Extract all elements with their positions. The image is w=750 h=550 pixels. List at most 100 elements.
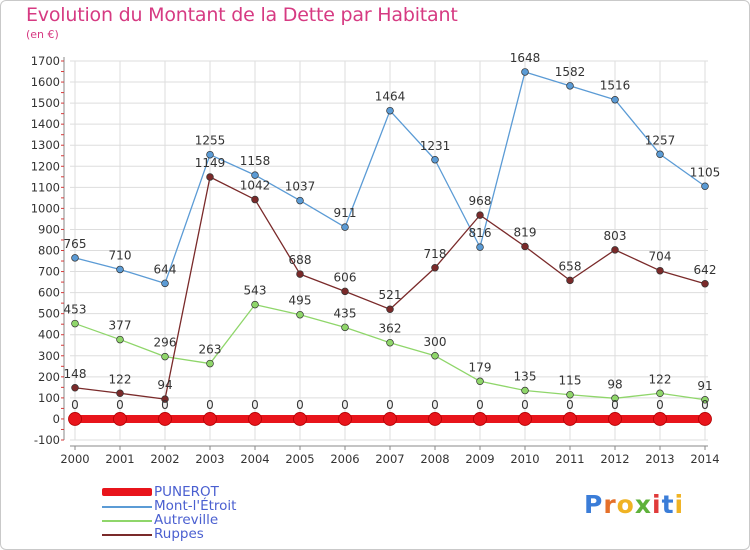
y-tick-label: 200 [38,370,60,384]
data-point-ruppes [296,270,304,278]
y-tick-label: 600 [38,286,60,300]
data-label-ruppes: 642 [694,263,717,277]
data-label-ruppes: 704 [649,250,672,264]
data-point-punerot [383,412,397,426]
data-point-punerot [473,412,487,426]
data-label-punerot: 0 [296,398,304,412]
data-point-autreville [296,310,304,319]
data-label-punerot: 0 [161,398,169,412]
data-point-autreville [566,390,574,399]
y-tick-label: 1600 [31,75,60,89]
x-tick-label: 2004 [240,452,269,466]
data-point-mont-letroit [161,279,169,288]
data-point-ruppes [161,395,169,403]
data-point-mont-letroit [566,82,574,90]
data-point-punerot [563,412,577,426]
data-label-autreville: 495 [289,294,312,308]
data-label-punerot: 0 [386,398,394,412]
data-point-autreville [521,386,529,395]
y-tick-label: 1500 [31,96,60,110]
data-point-ruppes [611,246,619,254]
legend-label-autreville: Autreville [154,512,219,528]
data-point-autreville [431,352,439,360]
data-label-autreville: 263 [199,343,222,357]
data-label-punerot: 0 [611,398,619,412]
logo-letter: t [661,490,675,519]
data-point-mont-letroit [656,150,664,159]
legend-swatch-ruppes [102,534,152,536]
logo-letter: o [616,490,635,519]
data-point-punerot [428,412,442,426]
data-point-punerot [203,412,217,426]
chart-title: Evolution du Montant de la Dette par Hab… [26,4,458,26]
data-point-autreville [701,396,709,404]
data-point-autreville [656,389,664,398]
data-label-autreville: 377 [109,319,132,333]
x-tick-label: 2011 [555,452,584,466]
data-point-mont-letroit [71,254,79,262]
data-label-punerot: 0 [116,398,124,412]
data-label-ruppes: 688 [289,253,312,267]
data-label-autreville: 135 [514,370,537,384]
data-label-ruppes: 718 [424,247,447,261]
data-label-punerot: 0 [251,398,259,412]
data-point-ruppes [656,266,664,275]
data-point-ruppes [476,211,484,219]
data-label-mont-letroit: 710 [109,248,132,262]
data-point-mont-letroit [206,150,214,159]
data-label-autreville: 115 [559,374,582,388]
y-tick-label: 1400 [31,117,60,131]
legend-swatch-autreville [102,520,152,522]
y-tick-label: -100 [34,433,60,447]
data-point-punerot [293,412,307,426]
data-point-autreville [386,338,394,347]
data-label-ruppes: 1149 [195,156,226,170]
data-point-autreville [341,323,349,332]
data-label-punerot: 0 [701,398,709,412]
data-label-mont-letroit: 644 [154,262,177,276]
data-label-autreville: 91 [697,379,712,393]
data-point-ruppes [71,384,79,392]
data-label-autreville: 362 [379,322,402,336]
data-point-ruppes [251,195,259,204]
data-label-mont-letroit: 1105 [690,165,721,179]
x-tick-label: 2008 [420,452,449,466]
data-label-mont-letroit: 765 [64,237,87,251]
data-label-punerot: 0 [341,398,349,412]
data-point-ruppes [521,242,529,251]
data-point-punerot [68,412,82,426]
y-tick-label: 1300 [31,138,60,152]
data-point-mont-letroit [116,265,124,274]
data-point-autreville [611,394,619,403]
data-label-ruppes: 968 [469,194,492,208]
x-tick-label: 2013 [645,452,674,466]
y-tick-label: 1100 [31,180,60,194]
data-point-punerot [248,412,262,426]
data-point-punerot [608,412,622,426]
data-point-ruppes [206,173,214,181]
data-label-ruppes: 148 [64,367,87,381]
y-tick-label: 400 [38,328,60,342]
data-label-mont-letroit: 1158 [240,154,271,168]
x-tick-label: 2002 [150,452,179,466]
data-label-ruppes: 606 [334,270,357,284]
data-label-mont-letroit: 1257 [645,133,676,147]
data-point-ruppes [116,389,124,398]
data-label-ruppes: 1042 [240,179,271,193]
data-point-mont-letroit [611,95,619,104]
x-tick-label: 2003 [195,452,224,466]
data-label-punerot: 0 [566,398,574,412]
y-tick-label: 1000 [31,201,60,215]
data-label-mont-letroit: 1255 [195,134,226,148]
y-tick-label: 0 [53,412,60,426]
data-point-mont-letroit [701,182,709,191]
logo-letter: i [652,490,662,519]
data-label-autreville: 435 [334,306,357,320]
chart-subtitle: (en €) [26,28,59,41]
data-point-mont-letroit [431,156,439,164]
data-label-ruppes: 819 [514,225,537,239]
data-label-mont-letroit: 1231 [420,139,451,153]
data-label-punerot: 0 [206,398,214,412]
data-point-autreville [206,359,214,368]
x-tick-label: 2014 [690,452,719,466]
